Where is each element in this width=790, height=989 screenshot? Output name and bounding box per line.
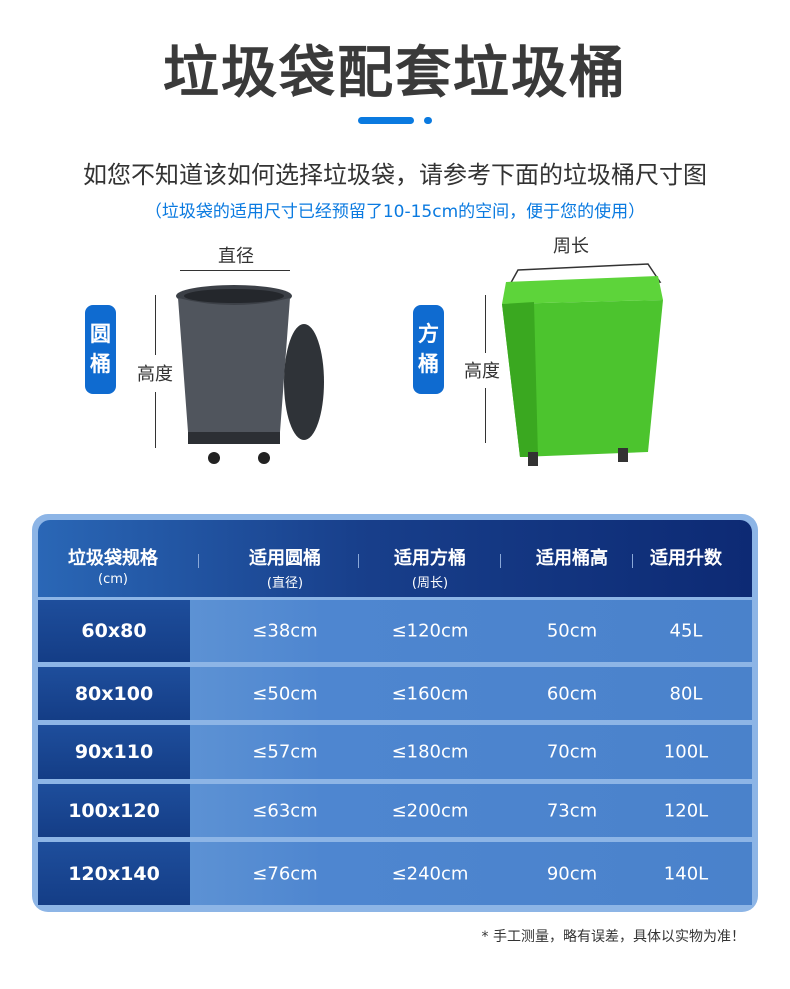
round-height-line: [155, 295, 156, 355]
volume-cell: 120L: [663, 800, 709, 821]
square-cell: ≤120cm: [391, 620, 469, 642]
height-cell: 70cm: [546, 741, 598, 763]
header-volume: 适用升数: [650, 548, 722, 569]
square-height-label: 高度: [464, 357, 500, 383]
square-bin-badge: 方桶: [413, 305, 444, 394]
square-cell: ≤240cm: [391, 863, 469, 884]
table-row: 60x80 ≤38cm ≤120cm 50cm 45L: [38, 600, 752, 662]
round-cell: ≤63cm: [252, 800, 318, 821]
round-cell: ≤76cm: [252, 863, 318, 884]
header-square: 适用方桶 (周长): [394, 548, 466, 591]
height-cell: 90cm: [546, 863, 598, 884]
height-cell: 50cm: [546, 620, 598, 642]
title-dot: [424, 117, 432, 124]
volume-cell: 140L: [663, 863, 709, 884]
subtitle: 如您不知道该如何选择垃圾袋，请参考下面的垃圾桶尺寸图: [83, 161, 707, 189]
note: （垃圾袋的适用尺寸已经预留了10-15cm的空间，便于您的使用）: [144, 202, 646, 222]
header-round: 适用圆桶 (直径): [249, 548, 321, 591]
header-spec: 垃圾袋规格 (cm): [68, 548, 158, 587]
round-bin-badge: 圆桶: [85, 305, 116, 394]
square-cell: ≤180cm: [391, 741, 469, 763]
table-row: 100x120 ≤63cm ≤200cm 73cm 120L: [38, 784, 752, 837]
size-table: 垃圾袋规格 (cm) 适用圆桶 (直径) 适用方桶 (周长) 适用桶高 适用升数 60…: [32, 514, 758, 912]
spec-cell: 100x120: [68, 799, 160, 822]
spec-cell: 120x140: [68, 862, 160, 885]
volume-cell: 80L: [669, 683, 703, 704]
height-cell: 60cm: [546, 683, 598, 704]
footnote: * 手工测量，略有误差，具体以实物为准！: [481, 929, 745, 945]
square-height-line: [485, 295, 486, 353]
header-height: 适用桶高: [536, 548, 608, 569]
perimeter-label: 周长: [553, 236, 589, 257]
title-underline: [358, 117, 414, 124]
volume-cell: 100L: [663, 741, 709, 763]
square-cell: ≤200cm: [391, 800, 469, 821]
spec-cell: 60x80: [81, 620, 147, 642]
volume-cell: 45L: [669, 620, 703, 642]
square-cell: ≤160cm: [391, 683, 469, 704]
diameter-line: [180, 270, 290, 271]
square-bin-image: [502, 263, 663, 466]
round-cell: ≤38cm: [252, 620, 318, 642]
height-cell: 73cm: [546, 800, 598, 821]
square-height-line: [485, 388, 486, 443]
spec-cell: 80x100: [74, 682, 154, 705]
round-cell: ≤50cm: [252, 683, 318, 704]
table-row: 120x140 ≤76cm ≤240cm 90cm 140L: [38, 842, 752, 905]
round-bin-image: [176, 285, 324, 464]
diameter-label: 直径: [218, 246, 254, 267]
table-row: 80x100 ≤50cm ≤160cm 60cm 80L: [38, 667, 752, 720]
round-cell: ≤57cm: [252, 741, 318, 763]
page-title: 垃圾袋配套垃圾桶: [163, 41, 627, 106]
table-header: 垃圾袋规格 (cm) 适用圆桶 (直径) 适用方桶 (周长) 适用桶高 适用升数: [38, 520, 752, 597]
spec-cell: 90x110: [74, 741, 154, 763]
round-height-label: 高度: [137, 360, 173, 386]
round-height-line: [155, 392, 156, 448]
table-row: 90x110 ≤57cm ≤180cm 70cm 100L: [38, 725, 752, 779]
